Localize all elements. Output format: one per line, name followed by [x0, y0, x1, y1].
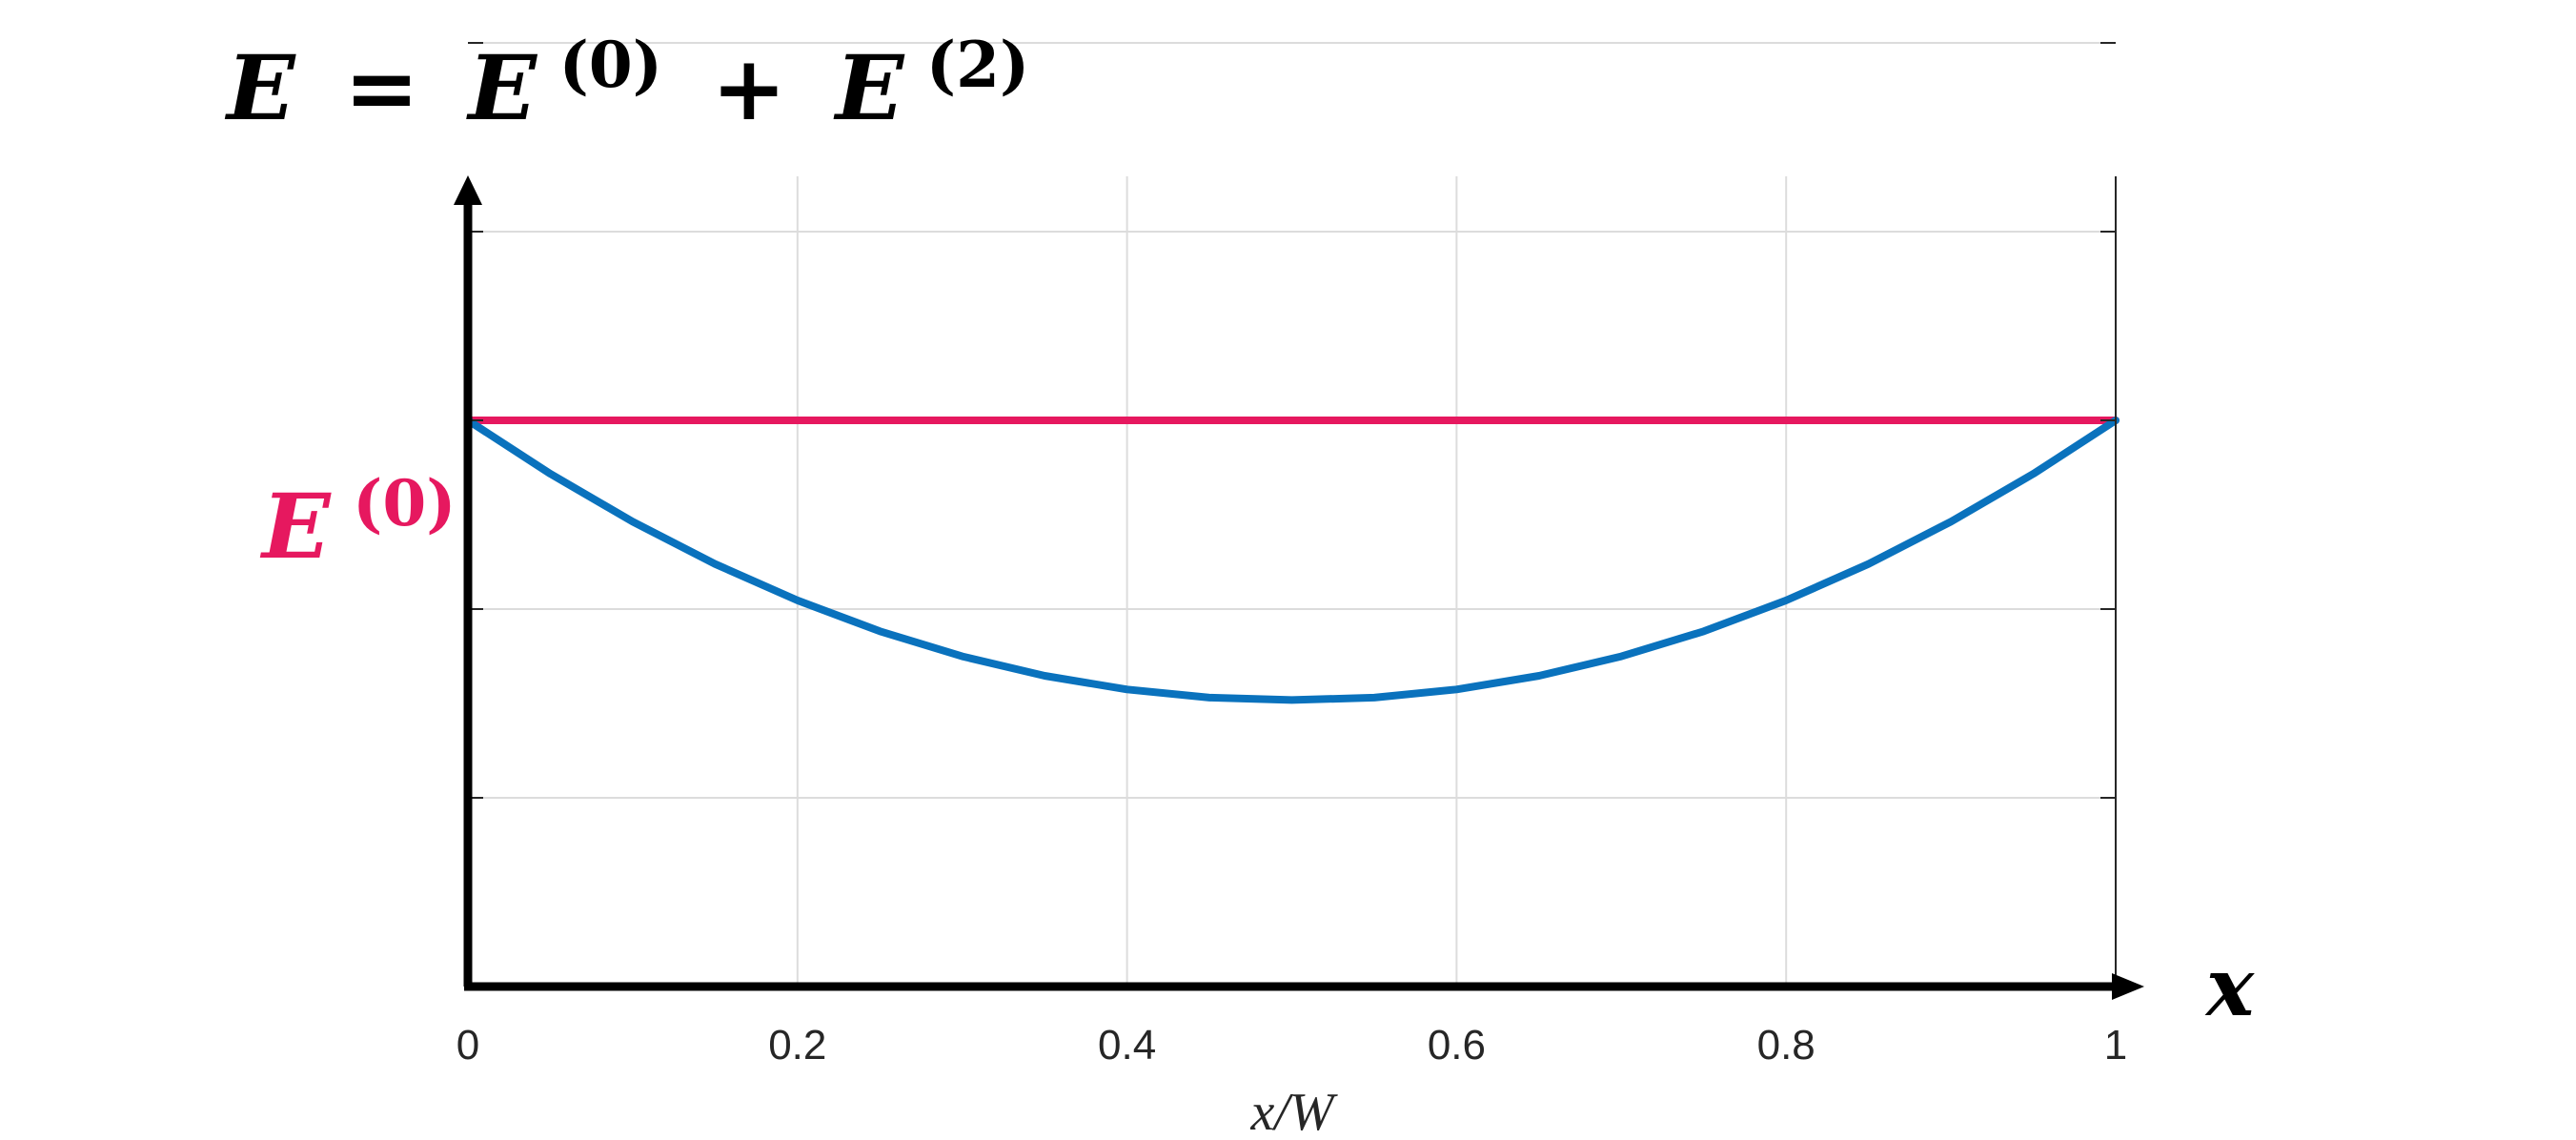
x-axis-label: x/W	[1249, 1083, 1337, 1140]
title-lhs: E	[224, 36, 296, 141]
x-tick-label: 1	[2104, 1022, 2127, 1069]
right-axis-ticks	[2100, 42, 2116, 799]
series-layer	[464, 417, 2120, 704]
axis-arrow-label: x	[2204, 940, 2255, 1034]
chart-title: E = E (0) + E (2)	[224, 8, 1029, 141]
x-tick-label: 0.4	[1098, 1022, 1156, 1069]
title-term1-base: E	[465, 36, 538, 141]
series-curve-line	[464, 417, 2120, 704]
grid	[468, 42, 2116, 987]
x-tick-label: 0.8	[1757, 1022, 1815, 1069]
title-equals: =	[344, 36, 419, 141]
x-axis-arrowhead	[2112, 973, 2144, 1000]
x-tick-label: 0.6	[1428, 1022, 1486, 1069]
x-tick-label: 0	[456, 1022, 479, 1069]
y-level-label: E (0)	[259, 466, 456, 580]
x-tick-labels: 0 0.2 0.4 0.6 0.8 1	[456, 1022, 2127, 1069]
title-term1-sup: (0)	[559, 28, 662, 102]
title-plus: +	[711, 36, 786, 141]
x-tick-label: 0.2	[768, 1022, 826, 1069]
title-term2-base: E	[833, 36, 905, 141]
y-axis-arrowhead	[454, 175, 482, 205]
title-term2-sup: (2)	[926, 28, 1029, 102]
y-level-sup: (0)	[353, 466, 456, 540]
y-level-base: E	[259, 475, 332, 580]
